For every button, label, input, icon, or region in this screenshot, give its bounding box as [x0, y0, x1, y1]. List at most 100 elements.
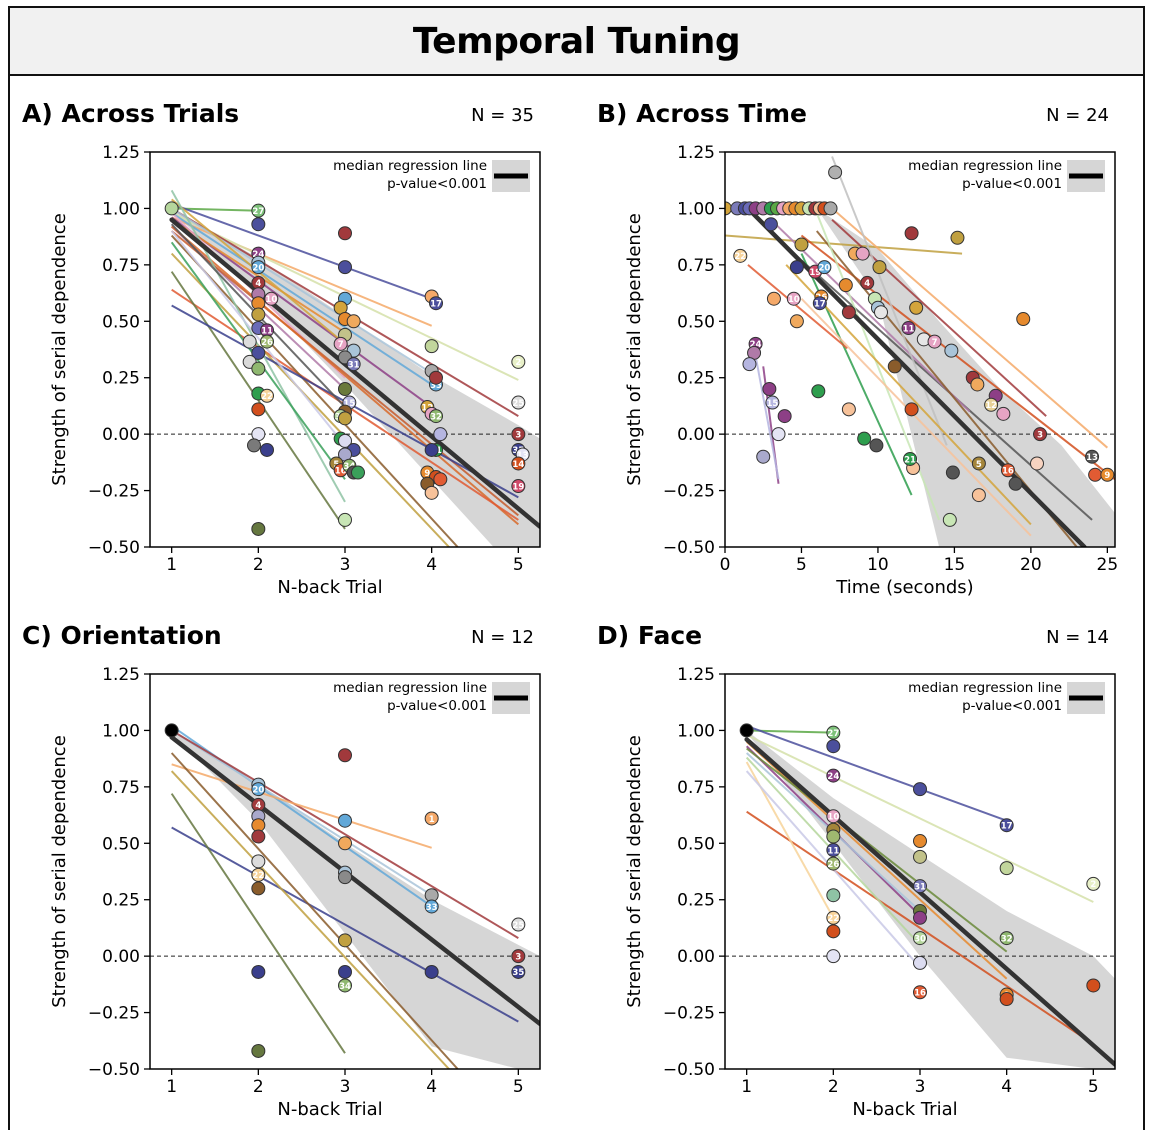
data-point	[1008, 476, 1023, 491]
data-point	[999, 931, 1014, 946]
data-point	[794, 237, 809, 252]
y-tick-label: 0.25	[102, 369, 140, 389]
point-label: 11	[903, 324, 915, 334]
data-point	[739, 723, 754, 738]
point-label: 32	[430, 412, 442, 422]
regression-line	[171, 826, 519, 1023]
data-point	[765, 395, 780, 410]
data-point	[1088, 467, 1103, 482]
plot-area: 20 4 22 34 1 33 25 3 35	[150, 723, 540, 1069]
data-point	[251, 1043, 266, 1058]
x-axis-label: Time (seconds)	[835, 577, 973, 598]
panel-title: C) Orientation	[22, 621, 222, 650]
regression-line	[171, 230, 519, 517]
data-point	[1086, 876, 1101, 891]
data-point	[812, 296, 827, 311]
data-point	[860, 275, 875, 290]
regression-line	[745, 740, 1008, 980]
point-label: 9	[424, 469, 430, 479]
y-tick-label: 1.00	[102, 721, 140, 741]
data-point	[424, 811, 439, 826]
data-point	[826, 829, 841, 844]
data-point	[771, 427, 786, 442]
regression-line	[171, 225, 519, 526]
data-point	[429, 296, 443, 311]
data-point	[996, 406, 1011, 421]
figure-title-bar: Temporal Tuning	[8, 6, 1145, 76]
data-point	[826, 949, 841, 964]
median-regression-line	[745, 206, 1087, 547]
y-tick-label: −0.50	[663, 538, 715, 558]
x-tick-label: 10	[867, 555, 889, 575]
x-tick-label: 2	[253, 1077, 264, 1097]
y-tick-label: 1.00	[677, 721, 715, 741]
point-label: 3	[1037, 430, 1043, 440]
point-label: 20	[252, 785, 264, 795]
x-tick-label: 2	[828, 1077, 839, 1097]
data-point	[264, 291, 279, 306]
point-label: 2	[1090, 880, 1096, 890]
legend-line2: p-value<0.001	[962, 698, 1062, 714]
point-label: 13	[1086, 453, 1098, 463]
data-point	[887, 359, 902, 374]
data-point	[874, 305, 888, 320]
point-label: 22	[827, 914, 839, 924]
regression-line	[746, 734, 1094, 903]
regression-line	[746, 724, 1008, 822]
legend-line2: p-value<0.001	[387, 176, 487, 192]
data-point	[913, 910, 927, 925]
point-label: 27	[252, 207, 264, 217]
y-tick-label: 0.75	[677, 256, 715, 276]
y-tick-label: −0.25	[663, 482, 715, 502]
y-tick-label: 0.25	[677, 891, 715, 911]
regression-line	[170, 252, 450, 547]
n-label: N = 35	[471, 105, 534, 126]
data-point	[338, 411, 352, 426]
x-tick-label: 1	[166, 555, 177, 575]
point-label: 15	[766, 399, 778, 409]
point-label: 31	[914, 882, 926, 892]
data-point	[511, 917, 526, 932]
data-point	[242, 334, 257, 349]
data-point	[999, 818, 1014, 833]
y-axis-label: Strength of serial dependence	[624, 213, 645, 486]
point-label: 25	[512, 921, 524, 931]
data-point	[789, 260, 804, 275]
data-point	[742, 357, 757, 372]
data-point	[826, 924, 841, 939]
data-point	[260, 442, 274, 457]
x-tick-label: 0	[720, 555, 731, 575]
panel-c: C) Orientation N = 12204223413325335−0.50…	[22, 621, 541, 1120]
point-label: 24	[252, 250, 264, 260]
data-point	[338, 433, 352, 448]
data-point	[251, 203, 266, 218]
regression-line	[785, 264, 1032, 526]
regression-line	[171, 729, 519, 939]
data-point	[904, 226, 919, 241]
regression-line	[770, 218, 971, 413]
data-point	[857, 431, 872, 446]
y-axis-label: Strength of serial dependence	[49, 213, 70, 486]
point-label: 4	[255, 279, 261, 289]
point-label: 24	[827, 772, 839, 782]
data-point	[429, 409, 443, 424]
regression-line	[170, 752, 459, 1069]
x-tick-label: 15	[944, 555, 966, 575]
y-tick-label: 0.50	[102, 312, 140, 332]
y-tick-label: 0.50	[677, 834, 715, 854]
data-point	[164, 723, 179, 738]
data-point	[338, 226, 352, 241]
point-label: 1	[429, 815, 435, 825]
data-point	[817, 260, 832, 275]
point-label: 19	[809, 268, 821, 278]
x-tick-label: 4	[426, 1077, 437, 1097]
data-point	[811, 384, 826, 399]
data-point	[942, 512, 957, 527]
data-point	[909, 300, 924, 315]
data-point	[251, 361, 266, 376]
data-point	[251, 867, 266, 882]
data-point	[913, 879, 927, 894]
y-tick-label: 1.00	[677, 199, 715, 219]
data-point	[869, 438, 884, 453]
